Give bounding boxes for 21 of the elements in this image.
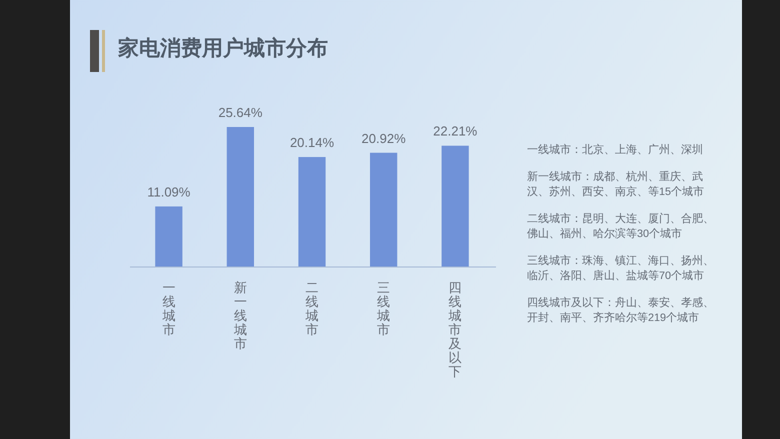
bar	[298, 157, 326, 267]
bar	[226, 127, 254, 267]
bar	[155, 206, 182, 267]
bar	[442, 146, 469, 267]
chart-title: 家电消费用户城市分布	[117, 36, 328, 60]
x-tick-label: 三线城市	[376, 280, 390, 337]
bar	[370, 152, 398, 267]
data-label: 20.92%	[362, 130, 406, 146]
x-tick-label: 新一线城市	[232, 280, 247, 351]
x-tick-label: 四线城市及以下	[448, 280, 462, 379]
text: 二线城市：昆明、大连、厦门、合肥、佛山、福州、哈尔滨等30个城市	[527, 212, 715, 242]
text: 四线城市及以下：舟山、泰安、孝感、开封、南平、齐齐哈尔等219个城市	[527, 296, 715, 326]
data-label: 11.09%	[147, 184, 191, 200]
x-tick-label: 一线城市	[161, 280, 176, 337]
text: 三线城市：珠海、镇江、海口、扬州、临沂、洛阳、唐山、盐城等70个城市	[527, 254, 715, 284]
data-label: 22.21%	[433, 124, 478, 139]
x-tick-label: 二线城市	[304, 280, 318, 337]
data-label: 20.14%	[290, 135, 334, 150]
text: 一线城市：北京、上海、广州、深圳	[527, 143, 704, 158]
data-label: 25.64%	[218, 105, 263, 120]
text: 新一线城市：成都、杭州、重庆、武汉、苏州、西安、南京、等15个城市	[527, 170, 706, 200]
